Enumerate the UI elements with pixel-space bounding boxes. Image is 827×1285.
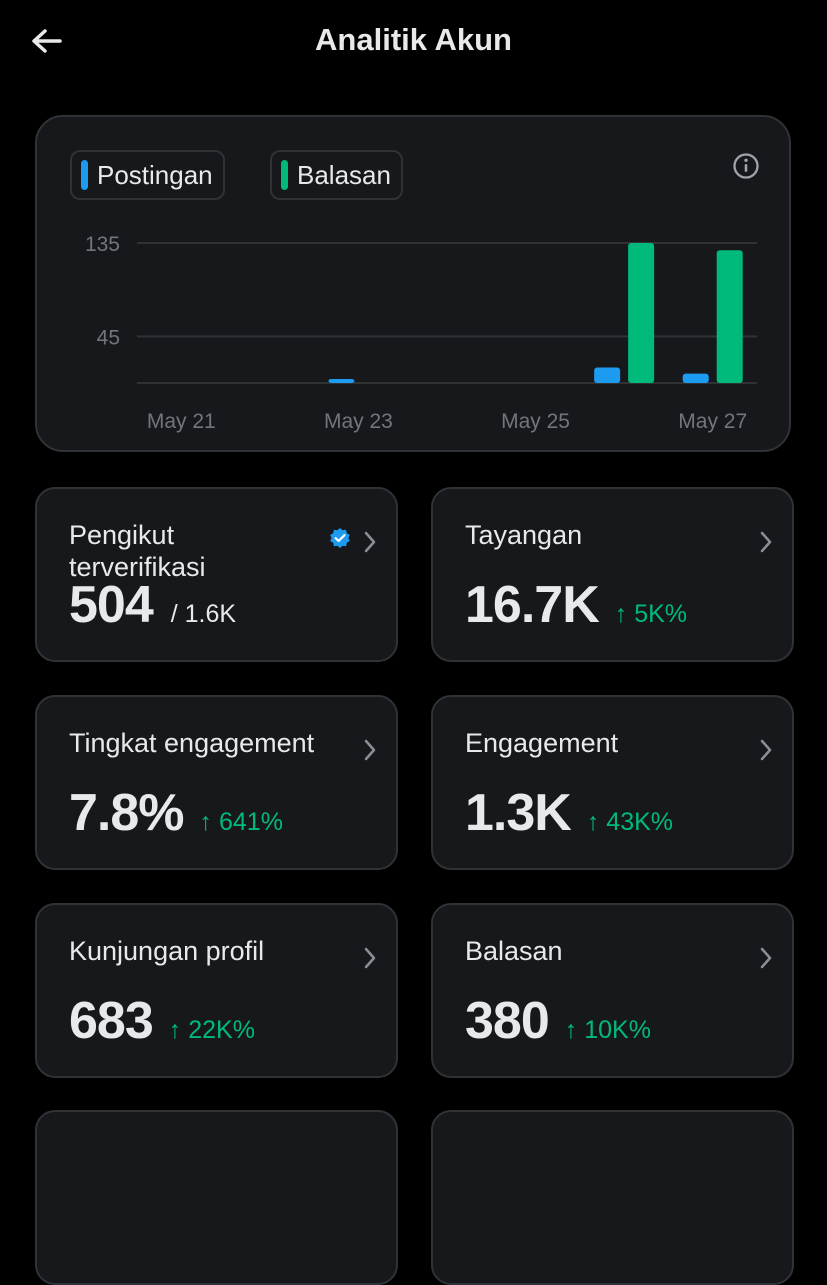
stat-label: Tayangan <box>465 520 583 550</box>
stat-label-line1: Pengikut <box>69 520 175 550</box>
legend-balasan[interactable]: Balasan <box>270 150 403 200</box>
activity-chart-card: 135 45 May 21 May 23 May 25 May 27 Postingan … <box>35 115 791 452</box>
arrow-left-icon[interactable] <box>26 22 66 62</box>
stat-card-engagements[interactable]: Engagement 1.3K ↑ 43K% <box>431 695 794 870</box>
stat-value-row: 1.3K ↑ 43K% <box>465 783 673 843</box>
stat-total: / 1.6K <box>170 600 237 628</box>
stat-change: ↑ 43K% <box>586 808 674 836</box>
legend-postingan[interactable]: Postingan <box>70 150 225 200</box>
stat-label: Tingkat engagement <box>69 728 315 758</box>
stat-value: 16.7K <box>465 576 600 634</box>
chevron-right-icon <box>760 739 772 761</box>
info-circle-icon[interactable] <box>730 150 762 182</box>
bar-chart: 135 45 May 21 May 23 May 25 May 27 <box>85 233 757 433</box>
stat-label: Kunjungan profil <box>69 936 265 966</box>
stat-value: 504 <box>69 576 154 634</box>
stat-change: ↑ 22K% <box>168 1016 255 1044</box>
stat-card-profile-visits[interactable]: Kunjungan profil 683 ↑ 22K% <box>35 903 398 1078</box>
stat-value: 1.3K <box>465 784 572 842</box>
stat-card-partial[interactable] <box>431 1110 794 1285</box>
chevron-right-icon <box>364 531 376 553</box>
chevron-right-icon <box>760 947 772 969</box>
y-tick-label: 135 <box>85 233 120 256</box>
stat-card-verified-followers[interactable]: Pengikut terverifikasi 504 / 1.6K <box>35 487 398 662</box>
chevron-right-icon <box>364 947 376 969</box>
stat-label-line2: terverifikasi <box>69 552 206 582</box>
chevron-right-icon <box>760 531 772 553</box>
bar-balasan <box>628 243 655 383</box>
stat-label: Engagement <box>465 728 619 758</box>
bar-postingan <box>328 379 355 383</box>
stat-card-partial[interactable] <box>35 1110 398 1285</box>
stat-change: ↑ 5K% <box>614 600 688 628</box>
stat-value-row: 16.7K ↑ 5K% <box>465 575 687 635</box>
legend-swatch-postingan <box>81 160 88 190</box>
stat-change: ↑ 10K% <box>564 1016 651 1044</box>
stat-card-engagement-rate[interactable]: Tingkat engagement 7.8% ↑ 641% <box>35 695 398 870</box>
app-header: Analitik Akun <box>0 0 827 82</box>
stat-value-row: 380 ↑ 10K% <box>465 991 651 1051</box>
stat-value-row: 504 / 1.6K <box>69 575 236 635</box>
bar-balasan <box>716 250 743 383</box>
stat-card-replies[interactable]: Balasan 380 ↑ 10K% <box>431 903 794 1078</box>
stat-label: Pengikut terverifikasi <box>69 519 206 583</box>
stat-card-impressions[interactable]: Tayangan 16.7K ↑ 5K% <box>431 487 794 662</box>
x-tick-label: May 23 <box>324 410 393 433</box>
legend-swatch-balasan <box>281 160 288 190</box>
stat-value: 380 <box>465 992 550 1050</box>
bar-postingan <box>682 373 709 383</box>
stat-value-row: 683 ↑ 22K% <box>69 991 255 1051</box>
page-title: Analitik Akun <box>315 22 512 57</box>
legend-label: Postingan <box>97 159 213 190</box>
x-tick-label: May 27 <box>678 410 747 433</box>
stat-value: 683 <box>69 992 154 1050</box>
legend-label: Balasan <box>297 159 391 190</box>
stat-value: 7.8% <box>69 784 185 842</box>
verified-badge-icon <box>330 528 350 548</box>
x-tick-label: May 25 <box>501 410 570 433</box>
x-tick-label: May 21 <box>147 410 216 433</box>
stat-label: Balasan <box>465 936 563 966</box>
y-tick-label: 45 <box>97 326 120 349</box>
stat-value-row: 7.8% ↑ 641% <box>69 783 283 843</box>
stat-change: ↑ 641% <box>199 808 283 836</box>
bar-postingan <box>594 367 621 383</box>
chevron-right-icon <box>364 739 376 761</box>
